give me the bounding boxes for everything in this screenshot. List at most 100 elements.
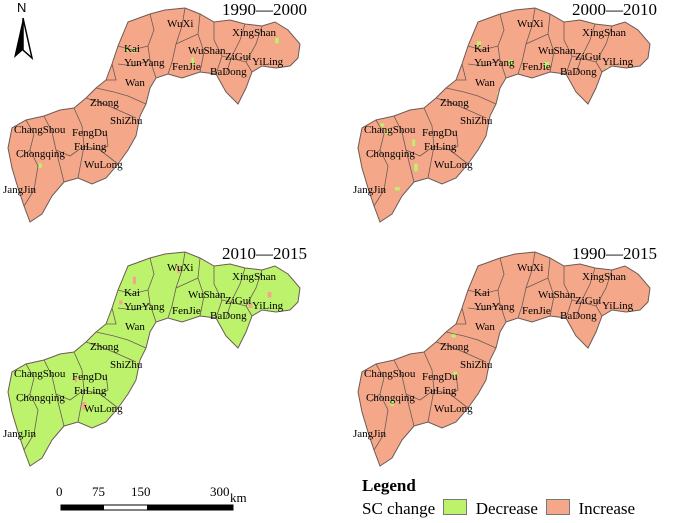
county-label: FuLing: [74, 385, 107, 397]
change-patch: [127, 450, 133, 457]
county-boundary: [405, 145, 435, 157]
county-label: XingShan: [232, 27, 277, 39]
change-patch: [43, 294, 49, 299]
county-boundary: [467, 303, 501, 311]
legend-label-decrease: Decrease: [475, 499, 538, 518]
county-boundary: [449, 373, 459, 395]
change-patch: [549, 155, 554, 161]
legend-row: SC change Decrease Increase: [362, 499, 639, 519]
county-label: XingShan: [232, 271, 277, 283]
change-patch: [16, 196, 20, 204]
change-patch: [22, 337, 26, 342]
county-boundary: [423, 107, 435, 179]
county-boundary: [449, 129, 459, 151]
change-patch: [385, 130, 390, 134]
county-label: YiLing: [252, 300, 284, 312]
county-boundary: [595, 269, 613, 317]
county-boundary: [19, 363, 35, 403]
scale-unit: km: [230, 490, 247, 505]
county-label: YunYang: [474, 301, 515, 313]
county-boundary: [175, 33, 199, 45]
county-label: WuXi: [167, 18, 193, 30]
county-boundary: [445, 331, 497, 349]
county-boundary: [117, 289, 149, 295]
study-area-outline: [357, 251, 651, 467]
change-patch: [519, 184, 524, 191]
county-label: WuLong: [84, 159, 123, 171]
scale-tick-0: 0: [56, 484, 63, 499]
county-boundary: [221, 299, 247, 307]
county-boundary: [571, 299, 597, 307]
county-boundary: [456, 307, 467, 325]
county-label: ZiGui: [225, 51, 251, 63]
county-label: Wan: [125, 321, 145, 333]
scale-bar-graphic: [60, 504, 234, 511]
county-boundary: [19, 119, 35, 159]
change-patch: [217, 137, 220, 142]
county-label: FuLing: [424, 141, 457, 153]
change-patch: [104, 444, 110, 449]
change-patch: [38, 163, 42, 168]
county-boundary: [55, 145, 85, 157]
county-label: Wan: [125, 77, 145, 89]
county-boundary: [373, 149, 389, 207]
county-boundary: [117, 59, 151, 67]
map-svg: WuXi XingShan Kai WuShan ZiGui YunYang FenJie Y…: [3, 251, 301, 467]
study-area-increase: [358, 8, 650, 222]
county-boundary: [525, 33, 549, 45]
change-patch: [275, 37, 279, 44]
county-label: ChangShou: [364, 368, 416, 380]
legend-label-increase: Increase: [578, 499, 636, 518]
county-label: ChangShou: [364, 124, 416, 136]
county-boundary: [117, 303, 151, 311]
county-boundary: [225, 23, 246, 75]
change-patch: [630, 68, 635, 74]
county-boundary: [117, 45, 149, 51]
map-svg: WuXi XingShan Kai WuShan ZiGui YunYang FenJie Y…: [353, 251, 651, 467]
county-label: Wan: [475, 77, 495, 89]
study-area-outline: [357, 7, 651, 223]
change-patch: [407, 436, 410, 442]
county-boundary: [373, 393, 389, 451]
county-label: JangJin: [3, 428, 37, 440]
county-label: FengDu: [72, 371, 108, 383]
county-label: WuShan: [188, 289, 226, 301]
scale-tick-75: 75: [92, 484, 105, 499]
study-area-increase: [8, 8, 300, 222]
county-label: Kai: [124, 287, 140, 299]
county-label: Chongqing: [16, 392, 65, 404]
change-patch: [38, 322, 44, 331]
county-label: FenJie: [522, 61, 551, 73]
legend-swatch-decrease: [443, 499, 468, 515]
change-patch: [124, 47, 129, 52]
county-label: FenJie: [522, 305, 551, 317]
county-label: BaDong: [560, 310, 597, 322]
county-boundary: [73, 107, 85, 179]
change-patch: [453, 371, 458, 377]
county-boundary: [23, 149, 39, 207]
county-label: ShiZhu: [460, 115, 493, 127]
change-patch: [132, 48, 137, 53]
change-patch: [380, 123, 384, 127]
study-area-outline: [7, 7, 301, 223]
period-label: 1990—2000: [222, 0, 307, 19]
county-label: Chongqing: [366, 148, 415, 160]
county-label: FengDu: [72, 127, 108, 139]
change-patch: [546, 326, 549, 334]
county-boundary: [547, 13, 555, 73]
county-label: ShiZhu: [460, 359, 493, 371]
county-label: YunYang: [124, 57, 165, 69]
county-label: ChangShou: [14, 368, 66, 380]
change-patch: [270, 205, 273, 211]
county-label: WuLong: [84, 403, 123, 415]
county-label: BaDong: [210, 310, 247, 322]
county-boundary: [221, 55, 247, 63]
county-label: ShiZhu: [110, 115, 143, 127]
change-patch: [414, 163, 418, 172]
county-label: WuLong: [434, 159, 473, 171]
county-boundary: [213, 22, 223, 75]
study-area-increase: [358, 252, 650, 466]
county-boundary: [467, 59, 501, 67]
county-boundary: [106, 63, 117, 81]
county-boundary: [106, 307, 117, 325]
